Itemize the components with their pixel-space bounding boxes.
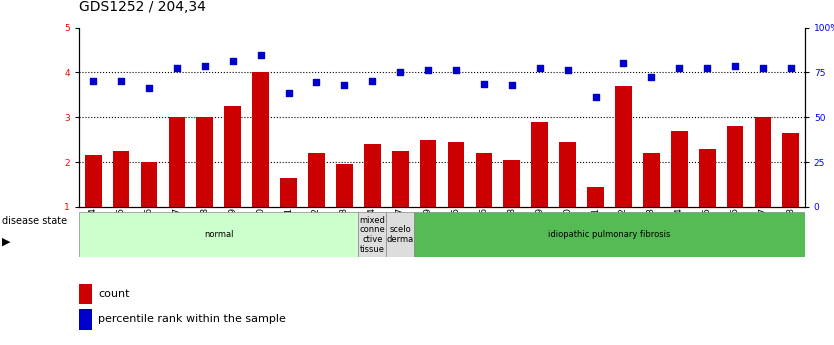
Text: GSM37426: GSM37426 [731,207,740,256]
Bar [587,187,604,207]
Text: GSM37422: GSM37422 [619,207,628,256]
Text: GSM37429: GSM37429 [424,207,433,256]
Bar [448,142,465,207]
Bar [79,309,92,330]
Point [589,94,602,100]
Text: GSM37413: GSM37413 [339,207,349,256]
Text: mixed
conne
ctive
tissue: mixed conne ctive tissue [359,216,385,254]
Bar [726,126,743,207]
Text: idiopathic pulmonary fibrosis: idiopathic pulmonary fibrosis [548,230,671,239]
Point [338,82,351,88]
Text: count: count [98,289,129,298]
Text: GSM37416: GSM37416 [480,207,489,256]
Text: GSM37410: GSM37410 [256,207,265,256]
Point [309,80,323,85]
Text: percentile rank within the sample: percentile rank within the sample [98,314,286,324]
Text: GSM37424: GSM37424 [675,207,684,256]
Text: GSM37411: GSM37411 [284,207,293,256]
Bar [168,117,185,207]
Bar [671,131,687,207]
Bar [252,72,269,207]
Text: GSM37414: GSM37414 [368,207,377,256]
Text: ▶: ▶ [2,237,10,246]
Text: disease state: disease state [2,216,67,226]
Bar [85,155,102,207]
Text: GSM37408: GSM37408 [200,207,209,256]
Point [756,65,770,71]
Bar [420,140,436,207]
Point [365,79,379,84]
Bar [615,86,632,207]
Bar [414,212,805,257]
Text: GSM37405: GSM37405 [117,207,126,256]
Point [533,65,546,71]
Bar [308,153,324,207]
Text: GSM37427: GSM37427 [758,207,767,256]
Point [477,81,490,86]
Point [421,67,435,73]
Point [505,82,519,88]
Bar [79,212,359,257]
Bar [197,117,214,207]
Text: GSM37425: GSM37425 [702,207,711,256]
Bar [386,212,414,257]
Point [701,65,714,71]
Text: GSM37407: GSM37407 [173,207,182,256]
Text: GSM37423: GSM37423 [647,207,656,256]
Point [198,63,212,68]
Bar [113,151,129,207]
Bar [782,133,799,207]
Bar [643,153,660,207]
Text: GSM37418: GSM37418 [507,207,516,256]
Bar [141,162,158,207]
Bar [475,153,492,207]
Point [87,79,100,84]
Text: GSM37417: GSM37417 [395,207,404,256]
Text: GSM37415: GSM37415 [451,207,460,256]
Text: GSM37420: GSM37420 [563,207,572,256]
Text: GSM37428: GSM37428 [786,207,796,256]
Bar [280,178,297,207]
Text: scelo
derma: scelo derma [386,225,414,244]
Bar [359,212,386,257]
Point [170,65,183,71]
Bar [531,122,548,207]
Bar [79,284,92,304]
Bar [560,142,576,207]
Point [728,63,741,68]
Point [450,67,463,73]
Point [561,67,575,73]
Text: normal: normal [204,230,234,239]
Text: GSM37419: GSM37419 [535,207,545,256]
Text: GSM37421: GSM37421 [591,207,600,256]
Text: GSM37409: GSM37409 [229,207,237,256]
Bar [392,151,409,207]
Text: GSM37404: GSM37404 [88,207,98,256]
Bar [224,106,241,207]
Point [784,65,797,71]
Text: GDS1252 / 204,34: GDS1252 / 204,34 [79,0,206,14]
Bar [699,149,716,207]
Text: GSM37412: GSM37412 [312,207,321,256]
Point [114,78,128,83]
Point [143,85,156,91]
Point [282,90,295,95]
Bar [504,160,520,207]
Point [645,74,658,80]
Point [672,65,686,71]
Text: GSM37406: GSM37406 [144,207,153,256]
Point [616,61,630,66]
Point [394,69,407,74]
Bar [336,164,353,207]
Bar [364,144,380,207]
Point [226,58,239,64]
Point [254,52,267,57]
Bar [755,117,771,207]
